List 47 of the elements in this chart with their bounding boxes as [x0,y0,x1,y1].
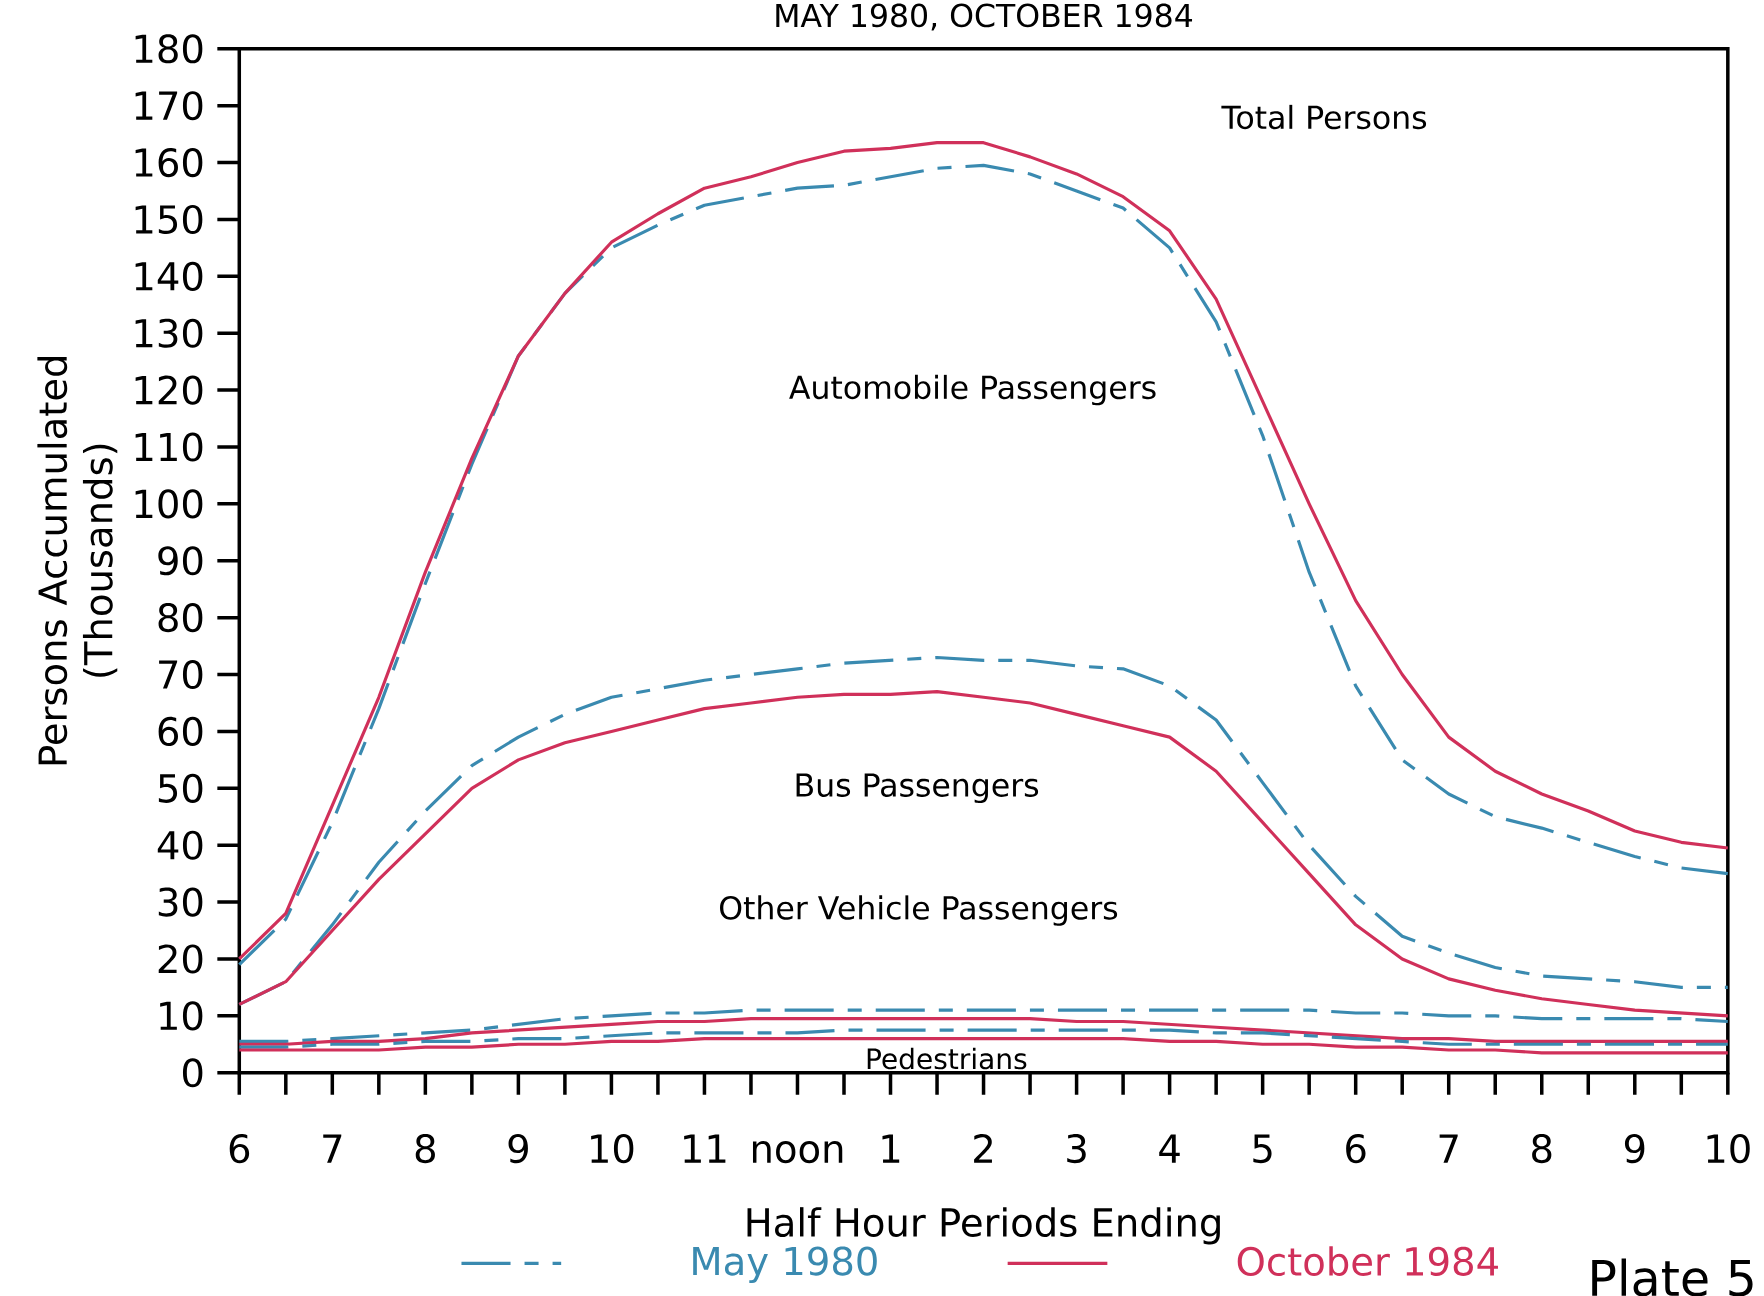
y-tick-label: 160 [135,147,203,177]
x-tick-label: 6 [1346,1133,1366,1163]
x-tick-label: 2 [974,1133,992,1163]
y-tick-label: 170 [135,90,203,121]
y-tick-label: 130 [135,318,203,348]
x-tick-label: 11 [684,1134,726,1163]
x-tick-label: 3 [1067,1133,1086,1163]
y-tick-label: 10 [160,1001,203,1031]
y-tick-label: 150 [135,204,203,234]
annotation: Other Vehicle Passengers [720,895,1118,926]
text: Plate 5 [1592,1258,1753,1296]
x-tick-label: 10 [591,1133,634,1163]
chart-title: MAY 1980, OCTOBER 1984 [776,3,1193,31]
x-tick-label: 8 [415,1133,435,1163]
annotation: Pedestrians [867,1047,1027,1070]
x-tick-label: 10 [1707,1133,1750,1163]
y-tick-label: 20 [158,944,203,974]
y-tick-label: 140 [135,261,203,291]
y-tick-label: 30 [158,887,203,917]
x-tick-label: 9 [508,1133,528,1163]
annotation: Bus Passengers [796,773,1039,803]
y-tick-label: 70 [159,659,203,689]
x-tick-label: 9 [1624,1133,1645,1163]
y-tick-label: 120 [135,375,203,405]
annotation: Automobile Passengers [789,374,1156,406]
y-tick-label: 60 [158,716,203,746]
y-tick-label: 110 [135,432,203,462]
x-tick-label: noon [752,1140,843,1163]
y-axis-title: Persons Accumulated (Thousands) [37,356,118,765]
y-tick-label: 90 [158,545,203,576]
y-tick-label: 50 [158,773,203,803]
x-tick-label: 1 [882,1134,900,1163]
x-tick-label: 5 [1253,1134,1272,1163]
x-tick-label: 8 [1532,1133,1552,1163]
annotation: Total Persons [1221,104,1427,130]
text: May 1980 [693,1246,877,1283]
x-tick-label: 4 [1159,1134,1180,1163]
text: October 1984 [1237,1245,1498,1276]
y-tick-label: 180 [135,34,203,64]
x-tick-label: 7 [323,1134,342,1163]
y-tick-label: 0 [182,1057,203,1088]
x-axis-title: Half Hour Periods Ending [747,1206,1220,1245]
y-tick-label: 40 [157,830,203,860]
y-tick-label: 80 [158,602,203,632]
x-tick-label: 6 [229,1133,250,1163]
x-tick-label: 7 [1439,1134,1458,1163]
y-tick-label: 100 [135,489,203,519]
